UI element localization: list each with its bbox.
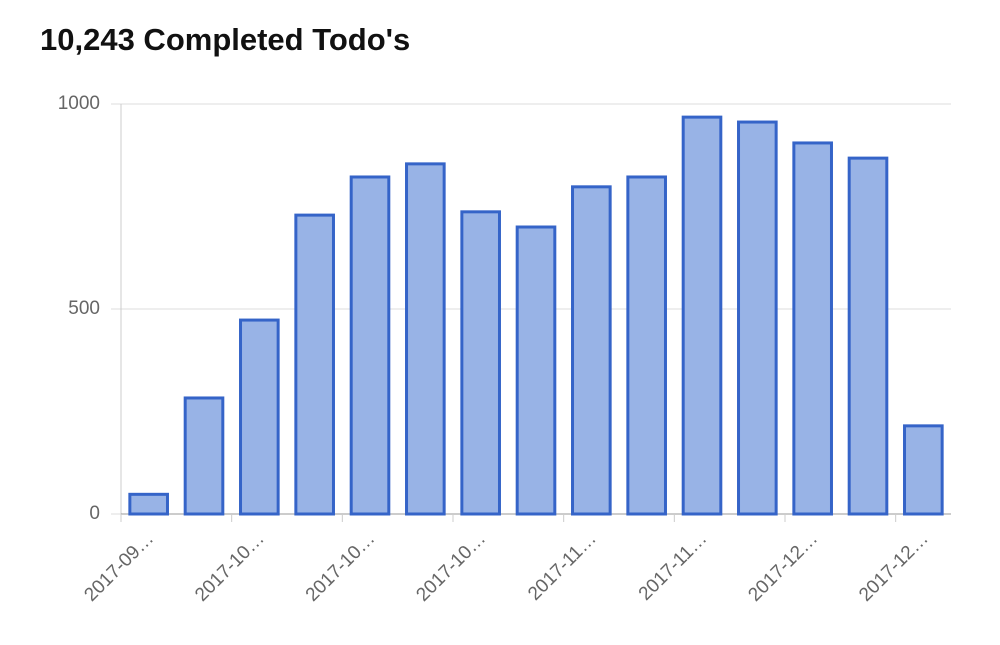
bar	[128, 492, 169, 516]
y-tick-label: 0	[89, 503, 100, 524]
bar	[405, 162, 446, 516]
bar	[737, 120, 778, 516]
y-tick-label: 1000	[58, 93, 100, 114]
bar	[239, 318, 280, 516]
bar	[681, 115, 723, 516]
bar	[903, 424, 944, 516]
x-tick-label: 2017-10…	[412, 528, 490, 606]
bar	[847, 156, 889, 516]
bar	[183, 396, 225, 516]
y-tick-label: 500	[68, 298, 100, 319]
x-tick-label: 2017-11…	[524, 528, 601, 605]
x-tick-label: 2017-10…	[302, 528, 380, 606]
bar	[792, 141, 833, 516]
x-tick-label: 2017-12…	[744, 528, 822, 606]
x-tick-label: 2017-12…	[855, 528, 933, 606]
chart-title: 10,243 Completed Todo's	[40, 22, 410, 57]
x-tick-label: 2017-11…	[635, 528, 712, 605]
bar	[571, 185, 612, 516]
bar	[626, 175, 667, 516]
bar	[460, 210, 501, 516]
bar	[515, 225, 557, 516]
bar	[294, 213, 335, 516]
bar	[349, 175, 391, 516]
x-tick-label: 2017-10…	[191, 528, 269, 606]
x-tick-label: 2017-09…	[80, 528, 158, 606]
